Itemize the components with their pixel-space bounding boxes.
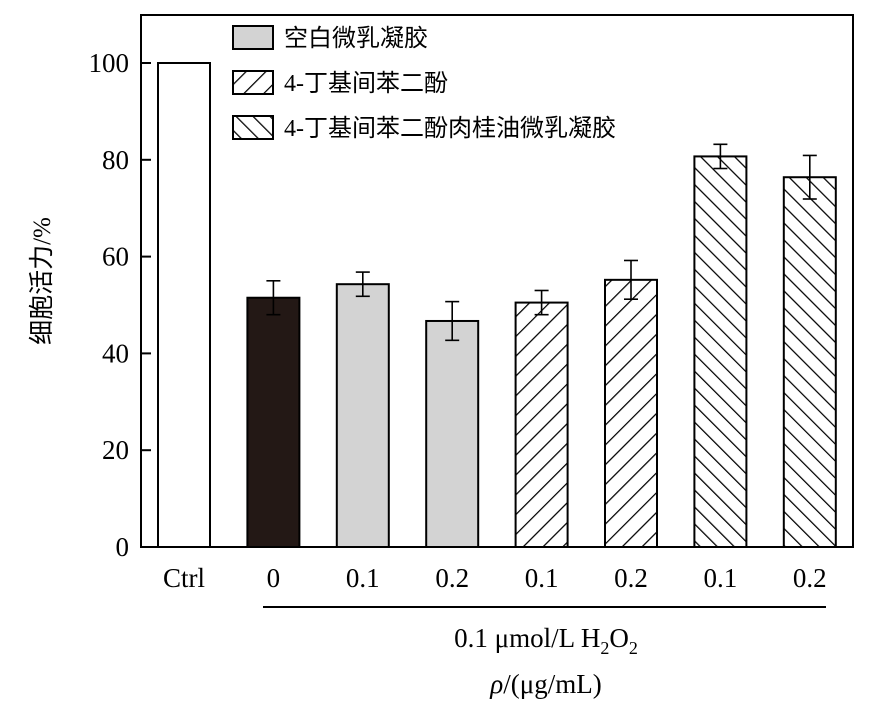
x-tick-label-0: Ctrl: [163, 563, 205, 593]
legend-label-blank: 空白微乳凝胶: [284, 25, 428, 52]
bar-3: [425, 319, 480, 548]
legend: 空白微乳凝胶 4-丁基间苯二酚 4-丁基间苯二酚肉桂油微乳凝胶: [232, 25, 616, 142]
legend-swatch-cin: [232, 115, 274, 140]
x-tick-label-2: 0.1: [346, 563, 380, 593]
x-axis-label-unit: /(μg/mL): [503, 669, 601, 699]
legend-swatch-blank: [232, 25, 274, 50]
error-bars-layer: [266, 143, 817, 342]
bar-4: [514, 301, 569, 548]
y-tick-label-5: 100: [89, 48, 130, 78]
y-tick-label-2: 40: [102, 338, 129, 368]
bar-1: [246, 296, 301, 548]
x-axis-label: ρ/(μg/mL): [489, 669, 601, 699]
x-caption-prefix: 0.1 μmol/L H: [454, 623, 600, 653]
legend-label-cin: 4-丁基间苯二酚肉桂油微乳凝胶: [284, 115, 616, 142]
x-caption-sub1: 2: [600, 638, 609, 658]
x-caption-sub2: 2: [629, 638, 638, 658]
y-tick-label-0: 0: [116, 532, 130, 562]
x-tick-label-5: 0.2: [614, 563, 648, 593]
x-caption-mid: O: [609, 623, 629, 653]
y-axis-label: 细胞活力/%: [28, 217, 56, 345]
x-tick-label-4: 0.1: [525, 563, 559, 593]
x-axis-labels: Ctrl 0 0.1 0.2 0.1 0.2 0.1 0.2: [163, 563, 827, 593]
x-tick-label-6: 0.1: [704, 563, 738, 593]
x-tick-label-7: 0.2: [793, 563, 827, 593]
y-tick-label-1: 20: [102, 435, 129, 465]
bar-6: [693, 155, 748, 549]
x-caption-treatment: 0.1 μmol/L H2O2: [454, 623, 638, 658]
plot-frame: [140, 14, 854, 548]
legend-label-bhr: 4-丁基间苯二酚: [284, 70, 448, 97]
x-tick-label-1: 0: [267, 563, 281, 593]
legend-swatch-bhr: [232, 70, 274, 95]
y-tick-label-3: 60: [102, 242, 129, 272]
bar-0: [157, 62, 211, 548]
y-axis-ticks: 0 20 40 60 80 100: [89, 48, 151, 562]
bars-layer: [157, 62, 837, 549]
bar-7: [782, 176, 837, 548]
x-tick-label-3: 0.2: [435, 563, 469, 593]
y-tick-label-4: 80: [102, 145, 129, 175]
bar-5: [604, 278, 658, 548]
bar-2: [335, 283, 390, 548]
x-axis-label-rho: ρ: [489, 669, 503, 699]
